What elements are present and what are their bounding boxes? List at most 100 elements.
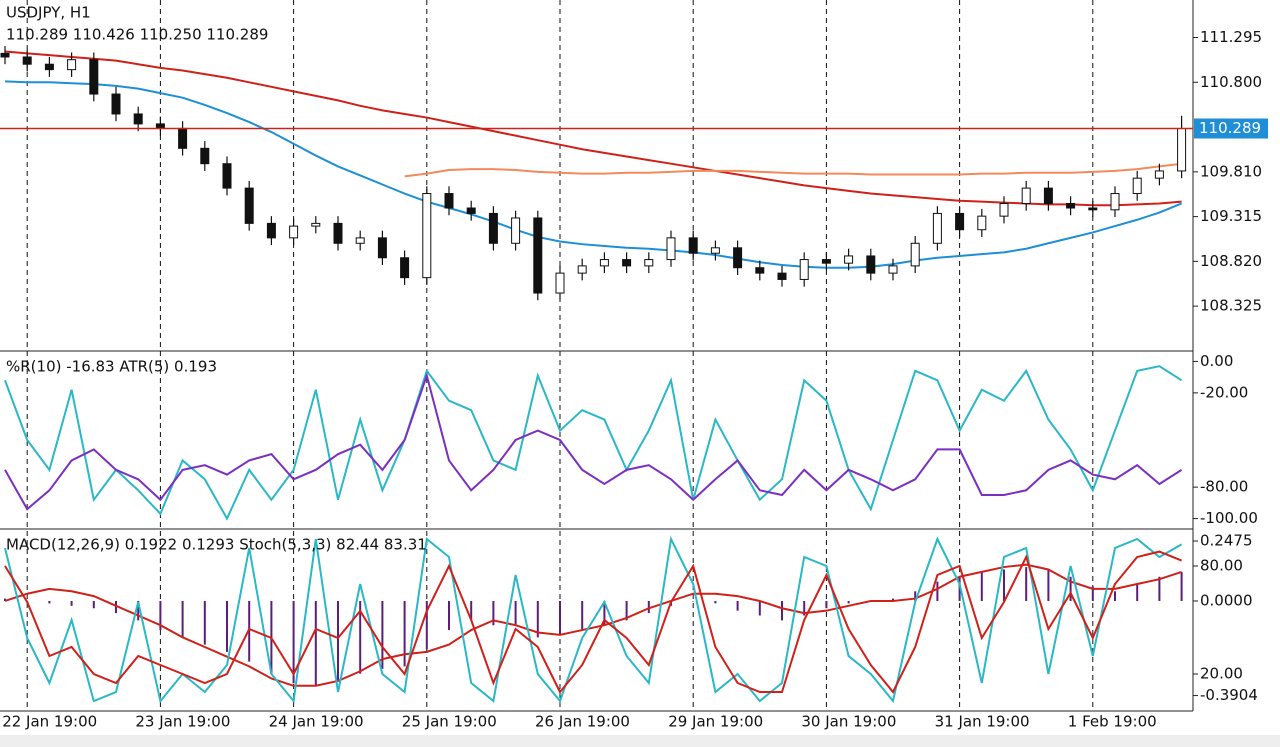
macd-bar (536, 600, 539, 638)
candle-body (355, 237, 365, 244)
candle-body (111, 93, 121, 115)
panel-title: MACD(12,26,9) 0.1922 0.1293 Stoch(5,3,3)… (6, 536, 427, 554)
indicator-line (4, 80, 1182, 269)
y-tick-label: -0.3904 (1200, 686, 1258, 704)
macd-bar (514, 600, 517, 626)
candle-body (466, 207, 476, 214)
candle-body (422, 193, 432, 279)
macd-bar (758, 600, 761, 616)
candle-body (266, 222, 276, 239)
candle-body (710, 247, 720, 254)
candle-body (1154, 170, 1164, 179)
macd-bar (226, 600, 228, 652)
macd-bar (1003, 569, 1005, 601)
macd-bar (4, 598, 6, 601)
macd-bar (314, 600, 317, 686)
y-tick-label: 109.810 (1200, 162, 1262, 180)
macd-bar (492, 600, 495, 626)
y-tick-label: 110.800 (1200, 73, 1262, 91)
candle-body (821, 259, 831, 264)
x-tick-label: 29 Jan 19:00 (668, 713, 763, 731)
candle-body (1021, 187, 1031, 204)
macd-bar (647, 600, 650, 614)
candle-body (1177, 128, 1187, 172)
candle-body (200, 147, 210, 165)
y-tick-label: -20.00 (1200, 383, 1248, 401)
candle-body (888, 265, 898, 274)
y-tick-label: 80.00 (1200, 557, 1243, 575)
x-tick-label: 23 Jan 19:00 (135, 713, 230, 731)
y-tick-label: 0.2475 (1200, 532, 1253, 550)
candle-body (844, 255, 854, 264)
macd-bar (803, 600, 806, 616)
macd-bar (1069, 576, 1072, 601)
macd-bar (559, 600, 561, 635)
candle-body (0, 52, 10, 58)
macd-bar (1114, 591, 1116, 601)
candle-body (777, 272, 787, 280)
y-tick-label: 111.295 (1200, 28, 1262, 46)
candle-body (932, 212, 942, 244)
y-tick-label: 109.315 (1200, 207, 1262, 225)
candle-body (377, 237, 387, 259)
indicator-line (4, 50, 1182, 207)
chart-subtitle: 110.289 110.426 110.250 110.289 (6, 26, 268, 44)
candle-body (955, 212, 965, 231)
candle-body (799, 259, 809, 280)
macd-bar (847, 600, 850, 604)
macd-bar (448, 600, 450, 631)
candle-body (1043, 187, 1053, 204)
macd-bar (470, 600, 473, 621)
y-tick-label: 20.00 (1200, 665, 1243, 683)
macd-bar (425, 600, 428, 650)
macd-bar (159, 600, 162, 631)
candle-body (688, 237, 698, 254)
macd-bar (825, 600, 828, 609)
y-tick-label: 0.0000 (1200, 591, 1253, 609)
candle-body (577, 265, 587, 274)
macd-bar (381, 600, 384, 669)
macd-bar (603, 600, 606, 626)
candle-body (311, 222, 321, 227)
macd-bar (625, 600, 628, 621)
candle-body (289, 225, 299, 239)
candle-body (533, 217, 543, 294)
last-price-label: 110.289 (1199, 119, 1261, 137)
panel-title: %R(10) -16.83 ATR(5) 0.193 (6, 358, 217, 376)
macd-bar (1180, 571, 1183, 601)
candle-body (977, 215, 987, 231)
candle-body (666, 237, 676, 261)
candle-body (155, 123, 165, 129)
macd-bar (403, 600, 406, 667)
candle-body (555, 272, 565, 294)
candle-body (44, 63, 54, 71)
macd-bar (692, 600, 695, 602)
candle-body (999, 202, 1009, 217)
macd-bar (736, 600, 739, 611)
indicator-line (4, 372, 1183, 511)
candle-body (644, 259, 654, 267)
macd-bar (914, 591, 917, 601)
indicator-line (4, 563, 1182, 687)
macd-bar (1025, 567, 1028, 601)
candle-body (67, 59, 77, 71)
indicator-line (4, 535, 1183, 704)
macd-bar (581, 600, 584, 631)
candle-body (1088, 207, 1098, 211)
candle-body (333, 222, 343, 244)
x-tick-label: 25 Jan 19:00 (402, 713, 497, 731)
macd-bar (70, 600, 73, 606)
macd-bar (359, 600, 362, 674)
macd-bar (181, 600, 184, 638)
macd-bar (337, 600, 339, 681)
y-tick-label: -100.00 (1200, 509, 1258, 527)
candle-body (733, 247, 743, 269)
macd-bar (292, 600, 295, 684)
macd-bar (137, 600, 140, 621)
macd-bar (1047, 569, 1050, 601)
indicator-line (4, 550, 1182, 694)
y-tick-label: 108.325 (1200, 297, 1262, 315)
macd-bar (958, 576, 961, 601)
